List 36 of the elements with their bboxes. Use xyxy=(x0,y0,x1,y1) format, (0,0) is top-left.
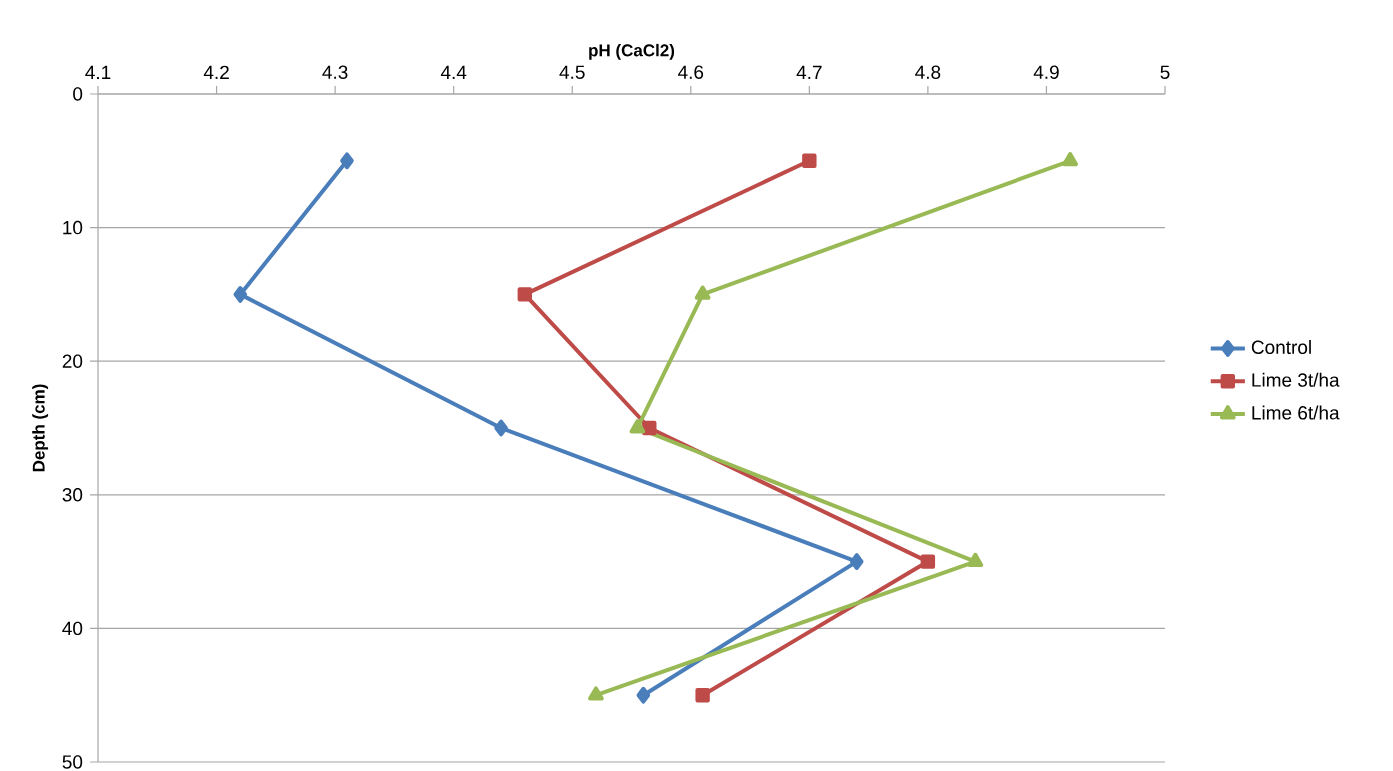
point xyxy=(802,153,817,168)
y-tick-label: 20 xyxy=(62,354,83,368)
y-tick-label: 50 xyxy=(62,755,83,769)
x-tick-label: 5 xyxy=(1160,65,1170,79)
point xyxy=(694,285,711,300)
point xyxy=(233,286,248,303)
x-axis-title: pH (CaCl2) xyxy=(589,43,675,60)
x-tick-label: 4.5 xyxy=(559,65,585,79)
point xyxy=(967,552,984,567)
x-tick-label: 4.1 xyxy=(85,65,111,79)
y-tick-label: 10 xyxy=(63,220,83,235)
x-tick-label: 4.8 xyxy=(915,65,941,79)
legend-label: Lime 3t/ha xyxy=(1252,372,1340,387)
point xyxy=(629,419,646,434)
point xyxy=(494,419,508,437)
point xyxy=(849,553,864,570)
y-axis-title: Depth (cm) xyxy=(32,384,49,472)
y-tick-label: 0 xyxy=(73,87,83,101)
x-tick-label: 4.3 xyxy=(322,65,348,79)
point xyxy=(636,686,651,704)
x-tick-label: 4.9 xyxy=(1033,65,1059,79)
point xyxy=(642,420,657,436)
point xyxy=(1062,152,1079,167)
point xyxy=(588,686,604,701)
legend-label: Control xyxy=(1251,340,1311,355)
y-tick-label: 40 xyxy=(62,621,83,636)
point xyxy=(695,687,710,703)
y-tick-label: 30 xyxy=(62,488,83,502)
point xyxy=(340,152,354,170)
x-tick-label: 4.2 xyxy=(203,65,229,79)
point xyxy=(517,287,532,302)
point xyxy=(920,554,936,569)
legend-label: Lime 6t/ha xyxy=(1252,405,1340,420)
x-tick-label: 4.4 xyxy=(440,65,467,79)
x-tick-label: 4.6 xyxy=(678,65,704,79)
x-tick-label: 4.7 xyxy=(796,65,822,79)
